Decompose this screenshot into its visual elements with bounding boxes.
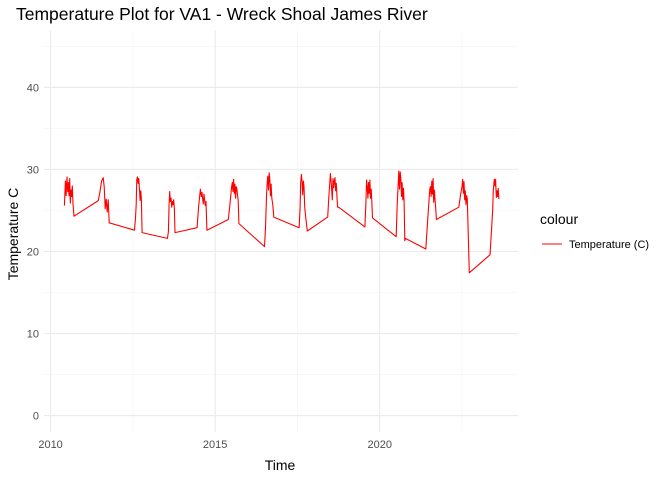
legend-label-temperature: Temperature (C) [569, 239, 649, 251]
y-axis-title: Temperature C [5, 188, 21, 281]
x-axis-title: Time [265, 457, 296, 473]
x-tick-label: 2010 [38, 439, 62, 451]
y-tick-label: 40 [27, 82, 39, 94]
x-tick-label: 2015 [203, 439, 227, 451]
chart-title: Temperature Plot for VA1 - Wreck Shoal J… [16, 4, 428, 24]
series-line-temperature [63, 170, 500, 274]
y-axis-ticks: 0 10 20 30 40 [27, 82, 39, 422]
plot-area [63, 170, 500, 274]
y-tick-label: 10 [27, 329, 39, 341]
y-tick-label: 0 [33, 411, 39, 423]
y-tick-label: 20 [27, 247, 39, 259]
x-axis-ticks: 2010 2015 2020 [38, 439, 392, 451]
x-tick-label: 2020 [368, 439, 392, 451]
legend-title: colour [540, 211, 578, 227]
legend: colour Temperature (C) [540, 211, 649, 251]
plot-grid [44, 30, 518, 432]
y-tick-label: 30 [27, 164, 39, 176]
